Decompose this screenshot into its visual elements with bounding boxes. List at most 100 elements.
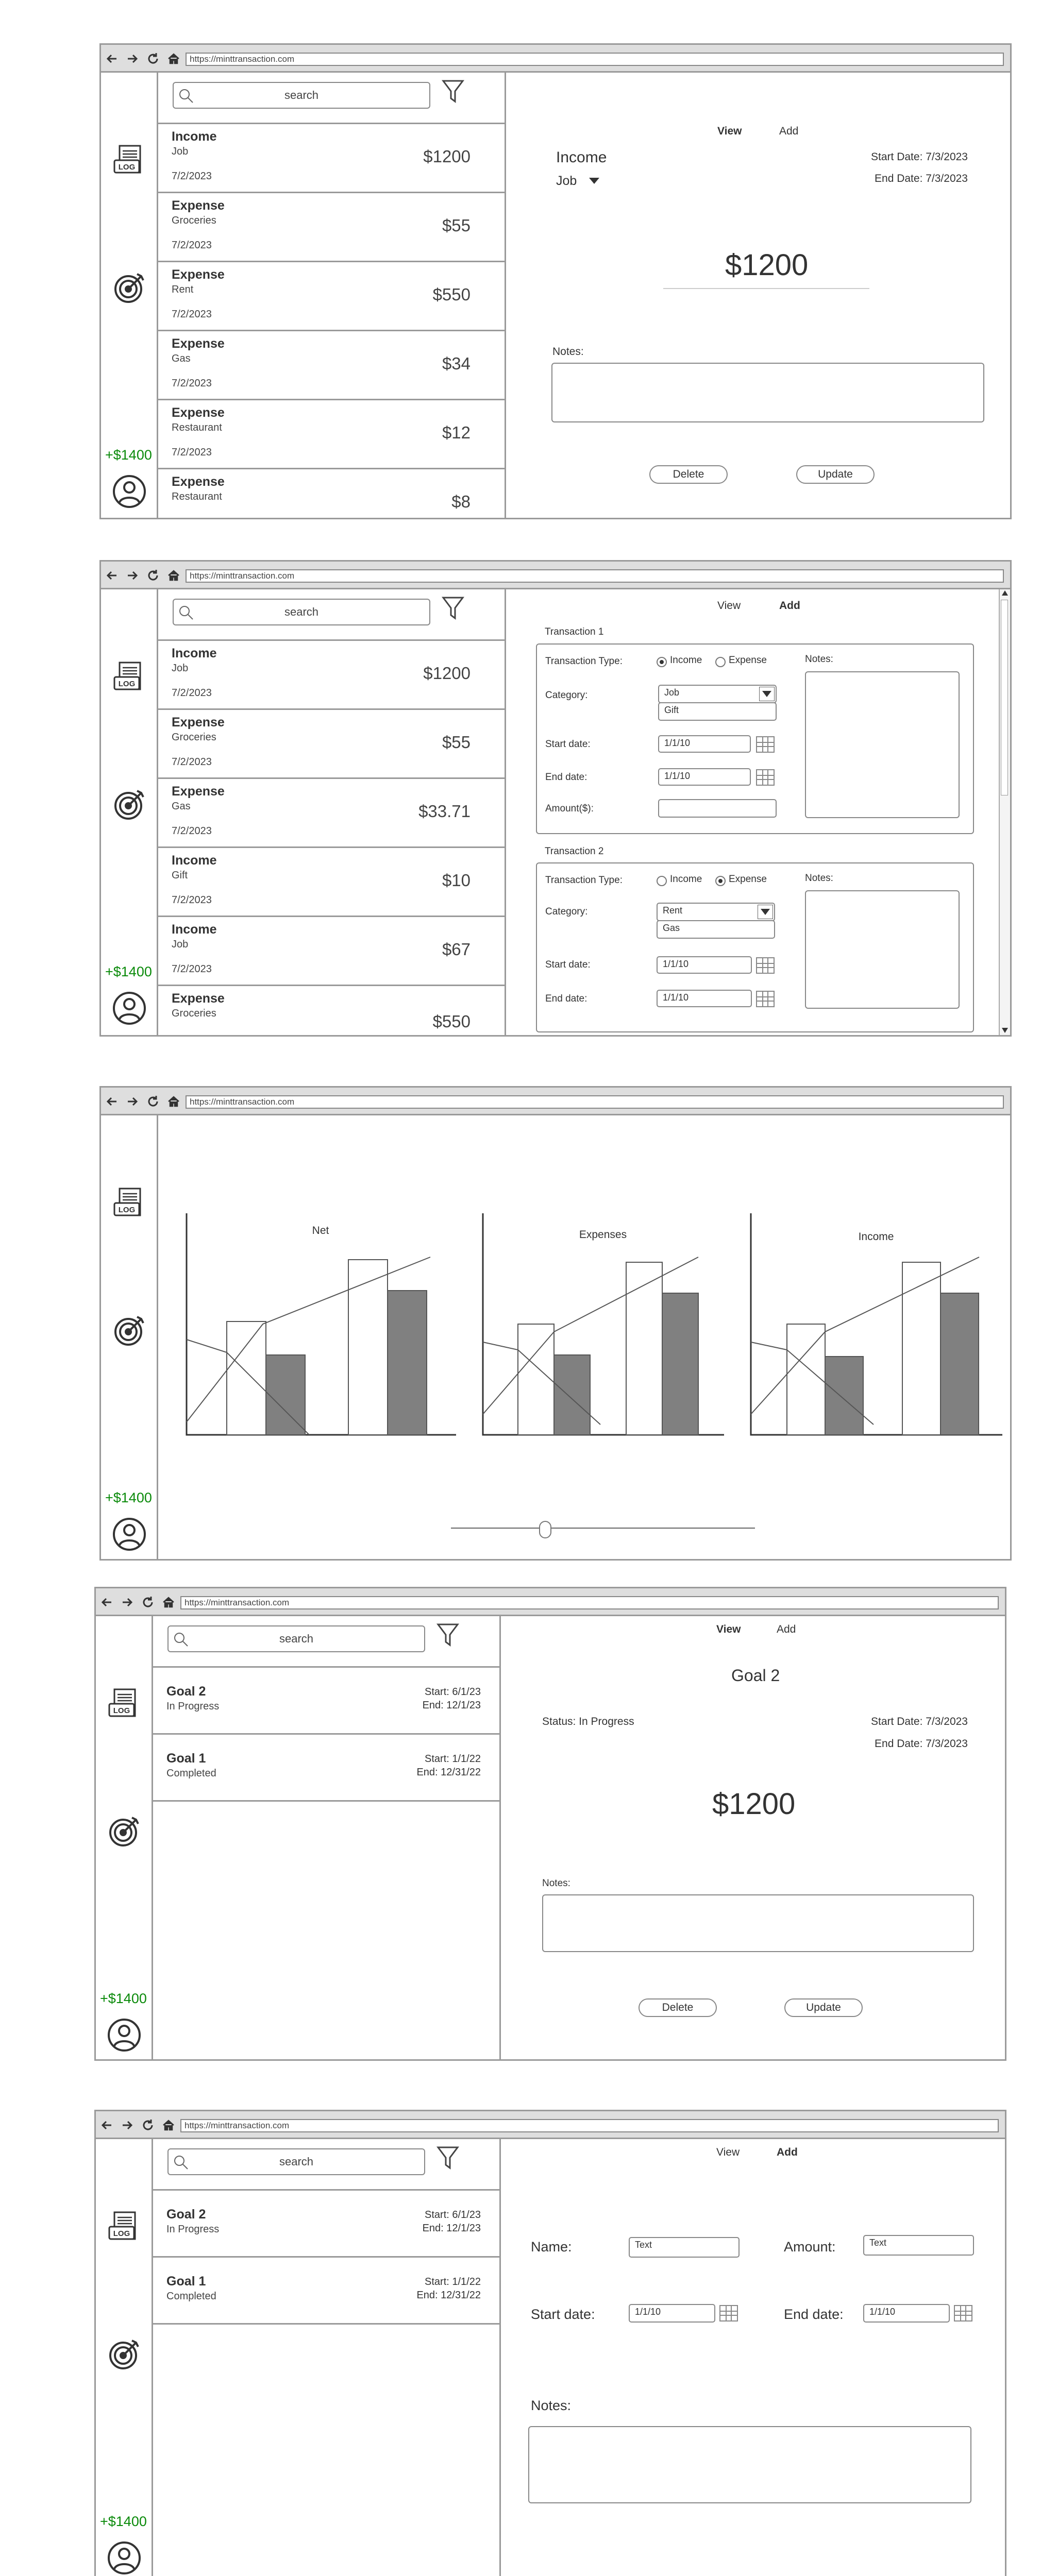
- list-item[interactable]: Expense Restaurant 7/2/2023 $12: [158, 400, 505, 469]
- calendar-icon[interactable]: [756, 991, 775, 1007]
- reload-icon[interactable]: [141, 1596, 155, 1609]
- home-icon[interactable]: [167, 52, 180, 65]
- end-date-input[interactable]: 1/1/10: [658, 768, 751, 786]
- start-date-input[interactable]: 1/1/10: [657, 956, 752, 974]
- search-input[interactable]: search: [167, 1625, 425, 1652]
- category-option[interactable]: Gas: [657, 920, 775, 939]
- list-item[interactable]: Expense Groceries 7/2/2023 $55: [158, 710, 505, 779]
- calendar-icon[interactable]: [756, 736, 775, 753]
- category-select[interactable]: Job: [658, 685, 777, 703]
- update-button[interactable]: Update: [784, 1998, 863, 2017]
- back-icon[interactable]: [100, 2119, 113, 2132]
- income-radio[interactable]: [657, 876, 667, 886]
- filter-icon[interactable]: [442, 79, 464, 105]
- slider-thumb[interactable]: [539, 1521, 551, 1538]
- back-icon[interactable]: [105, 1095, 119, 1108]
- list-item[interactable]: Income Gift 7/2/2023 $10: [158, 848, 505, 917]
- notes-field[interactable]: [805, 890, 960, 1009]
- update-button[interactable]: Update: [796, 465, 875, 484]
- goal-target-icon[interactable]: [112, 271, 146, 305]
- list-item[interactable]: Goal 2 In Progress Start: 6/1/23 End: 12/1/…: [153, 1668, 499, 1735]
- search-input[interactable]: search: [173, 599, 430, 625]
- name-input[interactable]: Text: [629, 2237, 740, 2258]
- profile-icon[interactable]: [107, 2018, 141, 2052]
- profile-icon[interactable]: [112, 1517, 146, 1551]
- profile-icon[interactable]: [112, 474, 146, 509]
- list-item[interactable]: Income Job 7/2/2023 $67: [158, 917, 505, 986]
- scrollbar[interactable]: [999, 589, 1010, 1035]
- reload-icon[interactable]: [146, 569, 160, 582]
- forward-icon[interactable]: [126, 569, 139, 582]
- goal-target-icon[interactable]: [112, 1314, 146, 1348]
- home-icon[interactable]: [167, 1095, 180, 1108]
- tab-view[interactable]: View: [716, 1623, 741, 1635]
- income-radio[interactable]: [657, 657, 667, 667]
- start-date-input[interactable]: 1/1/10: [629, 2304, 715, 2323]
- calendar-icon[interactable]: [954, 2305, 972, 2321]
- goal-target-icon[interactable]: [112, 788, 146, 822]
- tab-add[interactable]: Add: [779, 125, 799, 137]
- tab-view[interactable]: View: [717, 600, 741, 612]
- search-input[interactable]: search: [173, 82, 430, 109]
- list-item[interactable]: Goal 2 In Progress Start: 6/1/23 End: 12/1/…: [153, 2191, 499, 2258]
- address-bar[interactable]: https://minttransaction.com: [180, 2119, 999, 2132]
- category-option[interactable]: Gift: [658, 702, 777, 721]
- home-icon[interactable]: [162, 1596, 175, 1609]
- end-date-input[interactable]: 1/1/10: [863, 2304, 950, 2323]
- date-range-slider[interactable]: [451, 1521, 755, 1538]
- filter-icon[interactable]: [436, 2145, 459, 2171]
- transactions-log-icon[interactable]: LOG: [107, 1687, 141, 1721]
- tab-view[interactable]: View: [717, 125, 742, 137]
- reload-icon[interactable]: [146, 52, 160, 65]
- forward-icon[interactable]: [121, 1596, 134, 1609]
- goal-target-icon[interactable]: [107, 2337, 141, 2371]
- delete-button[interactable]: Delete: [639, 1998, 717, 2017]
- transactions-log-icon[interactable]: LOG: [112, 1187, 146, 1221]
- transactions-log-icon[interactable]: LOG: [107, 2210, 141, 2244]
- list-item[interactable]: Expense Gas 7/2/2023 $33.71: [158, 779, 505, 848]
- transactions-log-icon[interactable]: LOG: [112, 660, 146, 694]
- list-item[interactable]: Expense Gas 7/2/2023 $34: [158, 331, 505, 400]
- category-select[interactable]: Rent: [657, 903, 775, 921]
- filter-icon[interactable]: [436, 1622, 459, 1648]
- tab-view[interactable]: View: [716, 2146, 740, 2158]
- forward-icon[interactable]: [126, 52, 139, 65]
- expense-radio[interactable]: [715, 657, 726, 667]
- end-date-input[interactable]: 1/1/10: [657, 990, 752, 1007]
- calendar-icon[interactable]: [756, 957, 775, 974]
- calendar-icon[interactable]: [719, 2305, 738, 2321]
- search-input[interactable]: search: [167, 2148, 425, 2175]
- back-icon[interactable]: [105, 569, 119, 582]
- amount-input[interactable]: [658, 799, 777, 818]
- forward-icon[interactable]: [121, 2119, 134, 2132]
- list-item[interactable]: Expense Restaurant $8: [172, 474, 471, 511]
- profile-icon[interactable]: [107, 2541, 141, 2575]
- start-date-input[interactable]: 1/1/10: [658, 735, 751, 753]
- home-icon[interactable]: [167, 569, 180, 582]
- notes-field[interactable]: [528, 2426, 971, 2503]
- tab-add[interactable]: Add: [777, 1623, 796, 1635]
- list-item[interactable]: Expense Groceries $550: [172, 991, 471, 1031]
- goal-target-icon[interactable]: [107, 1815, 141, 1849]
- notes-field[interactable]: [805, 671, 960, 818]
- address-bar[interactable]: https://minttransaction.com: [186, 569, 1004, 583]
- tab-add[interactable]: Add: [779, 600, 800, 612]
- category-select[interactable]: Job: [556, 174, 600, 189]
- address-bar[interactable]: https://minttransaction.com: [186, 1095, 1004, 1109]
- notes-field[interactable]: [551, 363, 984, 422]
- scroll-up-icon[interactable]: [1002, 590, 1008, 596]
- list-item[interactable]: Goal 1 Completed Start: 1/1/22 End: 12/31/2…: [153, 1735, 499, 1802]
- calendar-icon[interactable]: [756, 769, 775, 786]
- amount-input[interactable]: Text: [863, 2235, 974, 2256]
- address-bar[interactable]: https://minttransaction.com: [180, 1596, 999, 1609]
- address-bar[interactable]: https://minttransaction.com: [186, 53, 1004, 66]
- list-item[interactable]: Expense Groceries 7/2/2023 $55: [158, 193, 505, 262]
- list-item[interactable]: Expense Rent 7/2/2023 $550: [158, 262, 505, 331]
- reload-icon[interactable]: [146, 1095, 160, 1108]
- delete-button[interactable]: Delete: [649, 465, 728, 484]
- back-icon[interactable]: [105, 52, 119, 65]
- tab-add[interactable]: Add: [777, 2146, 798, 2158]
- list-item[interactable]: Income Job 7/2/2023 $1200: [158, 124, 505, 193]
- list-item[interactable]: Goal 1 Completed Start: 1/1/22 End: 12/31/2…: [153, 2258, 499, 2325]
- filter-icon[interactable]: [442, 596, 464, 621]
